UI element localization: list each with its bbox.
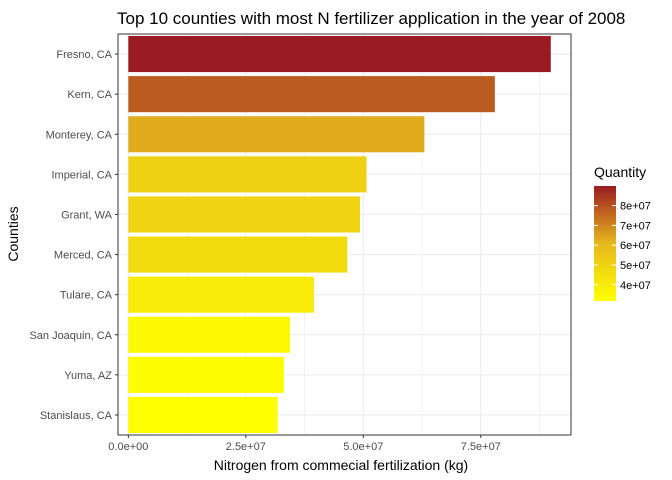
- bar: [128, 356, 284, 393]
- y-axis-title: Counties: [5, 206, 21, 261]
- legend-label: 6e+07: [620, 240, 651, 252]
- bar: [128, 236, 348, 273]
- color-legend: Quantity 4e+07 5e+07 6e+07 7e+07 8e+07: [594, 164, 651, 301]
- plot-panel: Fresno, CA Kern, CA Monterey, CA Imperial, …: [29, 33, 572, 453]
- y-tick-label: Imperial, CA: [51, 169, 112, 181]
- y-tick-label: Merced, CA: [54, 250, 113, 262]
- y-tick-label: Yuma, AZ: [64, 370, 112, 382]
- bar: [128, 76, 495, 113]
- legend-label: 8e+07: [620, 201, 651, 213]
- y-tick-label: Fresno, CA: [56, 49, 112, 61]
- bar: [128, 396, 278, 433]
- bar: [128, 36, 551, 73]
- panel-border: [117, 33, 572, 436]
- bar: [128, 196, 361, 233]
- y-tick-label: San Joaquin, CA: [29, 330, 112, 342]
- bar: [128, 116, 425, 153]
- y-tick-label: Stanislaus, CA: [40, 410, 113, 422]
- x-tick-label: 2.5e+07: [226, 441, 266, 453]
- y-tick-label: Grant, WA: [61, 209, 113, 221]
- bar: [128, 316, 290, 353]
- y-tick-label: Kern, CA: [67, 89, 112, 101]
- legend-label: 4e+07: [620, 280, 651, 292]
- x-tick-label: 7.5e+07: [461, 441, 501, 453]
- legend-colorbar: [594, 186, 616, 301]
- bar: [128, 156, 367, 193]
- x-axis-title: Nitrogen from commecial fertilization (k…: [214, 457, 468, 473]
- chart-title: Top 10 counties with most N fertilizer a…: [117, 9, 625, 28]
- y-tick-label: Tulare, CA: [60, 290, 113, 302]
- bar: [128, 276, 314, 313]
- legend-title: Quantity: [594, 164, 646, 180]
- y-tick-label: Monterey, CA: [46, 129, 113, 141]
- legend-label: 7e+07: [620, 220, 651, 232]
- legend-label: 5e+07: [620, 260, 651, 272]
- x-tick-label: 5.0e+07: [343, 441, 383, 453]
- x-tick-label: 0.0e+00: [108, 441, 148, 453]
